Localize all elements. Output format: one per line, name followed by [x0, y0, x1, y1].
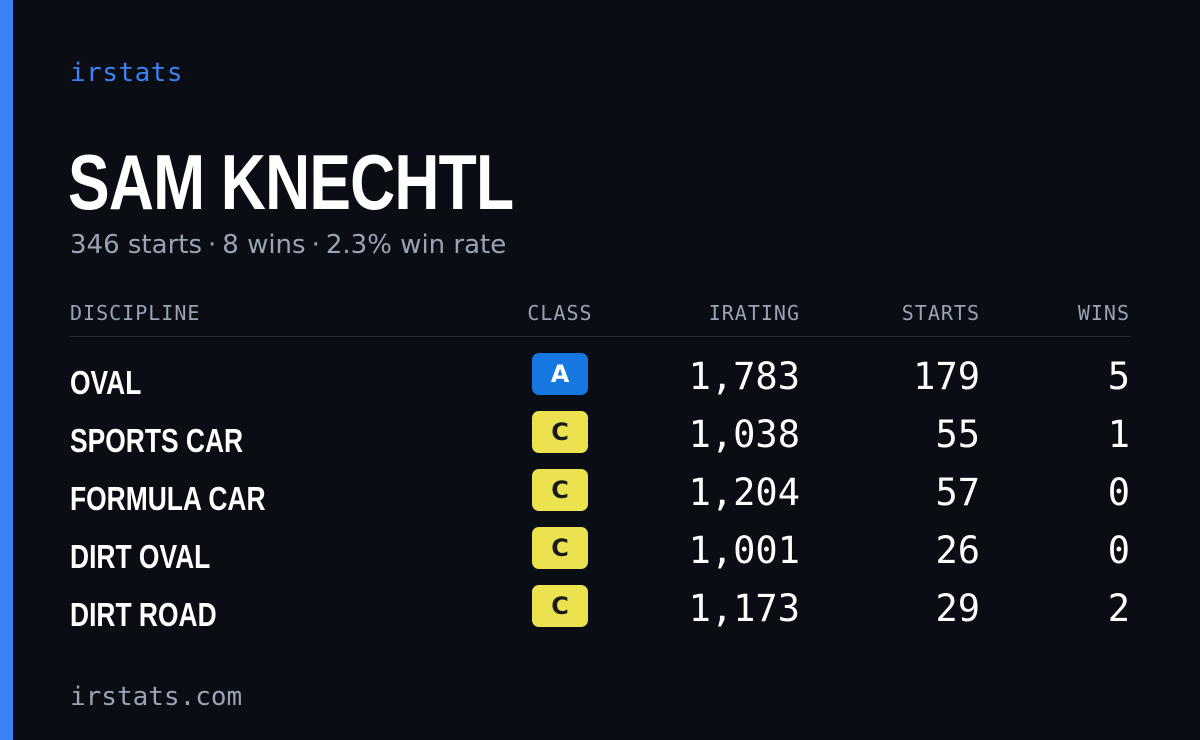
irating-value: 1,173 [688, 587, 800, 630]
header-starts: STARTS [901, 301, 980, 325]
wins-value: 1 [1107, 413, 1130, 456]
discipline-name: DIRT ROAD [70, 596, 217, 633]
summary-separator: · [208, 230, 217, 260]
irating-value: 1,783 [688, 355, 800, 398]
discipline-name: FORMULA CAR [70, 480, 266, 517]
discipline-name: OVAL [70, 364, 142, 401]
discipline-name: SPORTS CAR [70, 422, 244, 459]
starts-value: 29 [935, 587, 980, 630]
starts-value: 55 [935, 413, 980, 456]
class-badge: A [532, 353, 588, 395]
header-discipline: DISCIPLINE [70, 301, 201, 325]
summary-win-rate: 2.3% win rate [325, 230, 507, 260]
class-badge: C [532, 527, 588, 569]
wins-value: 0 [1107, 471, 1130, 514]
driver-name: SAM KNECHTL [68, 138, 514, 226]
class-badge-wrap: A [532, 353, 588, 395]
discipline-name: DIRT OVAL [70, 538, 211, 575]
table-row: OVAL A 1,783 179 5 [70, 353, 1130, 411]
footer-url: irstats.com [70, 682, 243, 712]
class-badge-wrap: C [532, 469, 588, 511]
summary-starts: 346 starts [70, 230, 202, 260]
irating-value: 1,001 [688, 529, 800, 572]
irating-value: 1,038 [688, 413, 800, 456]
starts-value: 26 [935, 529, 980, 572]
table-row: SPORTS CAR C 1,038 55 1 [70, 411, 1130, 469]
header-class: CLASS [527, 301, 593, 325]
class-badge: C [532, 411, 588, 453]
class-badge-wrap: C [532, 411, 588, 453]
irating-value: 1,204 [688, 471, 800, 514]
stats-table: DISCIPLINE CLASS IRATING STARTS WINS OVA… [70, 298, 1130, 643]
accent-bar [0, 0, 13, 740]
wins-value: 5 [1107, 355, 1130, 398]
header-irating: IRATING [708, 301, 800, 325]
class-badge-wrap: C [532, 527, 588, 569]
class-badge-wrap: C [532, 585, 588, 627]
table-body: OVAL A 1,783 179 5 SPORTS CAR C 1,038 55… [70, 353, 1130, 643]
driver-summary: 346 starts · 8 wins · 2.3% win rate [70, 228, 506, 262]
brand-logo: irstats [70, 58, 184, 88]
starts-value: 57 [935, 471, 980, 514]
summary-separator: · [311, 230, 320, 260]
table-row: DIRT ROAD C 1,173 29 2 [70, 585, 1130, 643]
table-header: DISCIPLINE CLASS IRATING STARTS WINS [70, 298, 1130, 337]
wins-value: 0 [1107, 529, 1130, 572]
wins-value: 2 [1107, 587, 1130, 630]
class-badge: C [532, 585, 588, 627]
table-row: DIRT OVAL C 1,001 26 0 [70, 527, 1130, 585]
table-row: FORMULA CAR C 1,204 57 0 [70, 469, 1130, 527]
starts-value: 179 [913, 355, 980, 398]
header-wins: WINS [1077, 301, 1130, 325]
class-badge: C [532, 469, 588, 511]
summary-wins: 8 wins [222, 230, 306, 260]
